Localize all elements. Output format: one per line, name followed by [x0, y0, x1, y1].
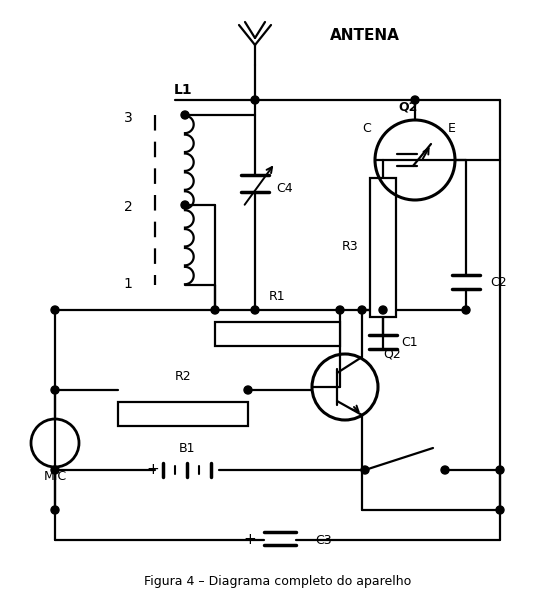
Text: C2: C2	[490, 275, 507, 289]
Circle shape	[496, 506, 504, 514]
Circle shape	[51, 386, 59, 394]
Circle shape	[462, 306, 470, 314]
Bar	[215, 322, 340, 346]
Circle shape	[441, 466, 449, 474]
Circle shape	[496, 466, 504, 474]
Text: R3: R3	[341, 240, 358, 253]
Circle shape	[51, 306, 59, 314]
Text: R1: R1	[269, 290, 285, 302]
Circle shape	[181, 201, 189, 209]
Circle shape	[336, 306, 344, 314]
Text: Q2: Q2	[383, 347, 401, 361]
Circle shape	[379, 306, 387, 314]
Text: 3: 3	[124, 111, 133, 125]
Text: C1: C1	[401, 336, 417, 349]
Text: +: +	[244, 533, 256, 547]
Text: ANTENA: ANTENA	[330, 27, 400, 42]
Bar	[370, 178, 396, 317]
Circle shape	[181, 111, 189, 119]
Text: Q2: Q2	[398, 101, 418, 114]
Text: L1: L1	[174, 83, 193, 97]
Circle shape	[251, 306, 259, 314]
Circle shape	[358, 306, 366, 314]
Bar	[118, 402, 248, 426]
Text: MIC: MIC	[43, 471, 67, 484]
Circle shape	[244, 386, 252, 394]
Circle shape	[361, 466, 369, 474]
Circle shape	[211, 306, 219, 314]
Text: B1: B1	[179, 441, 195, 455]
Text: C3: C3	[315, 534, 332, 546]
Text: +: +	[147, 462, 159, 478]
Text: 2: 2	[124, 200, 133, 214]
Circle shape	[251, 96, 259, 104]
Text: C4: C4	[276, 181, 292, 195]
Text: C: C	[362, 121, 371, 134]
Text: 1: 1	[124, 277, 133, 291]
Text: Figura 4 – Diagrama completo do aparelho: Figura 4 – Diagrama completo do aparelho	[144, 575, 412, 588]
Circle shape	[51, 466, 59, 474]
Circle shape	[51, 506, 59, 514]
Text: R2: R2	[175, 369, 191, 383]
Circle shape	[411, 96, 419, 104]
Text: E: E	[448, 121, 456, 134]
